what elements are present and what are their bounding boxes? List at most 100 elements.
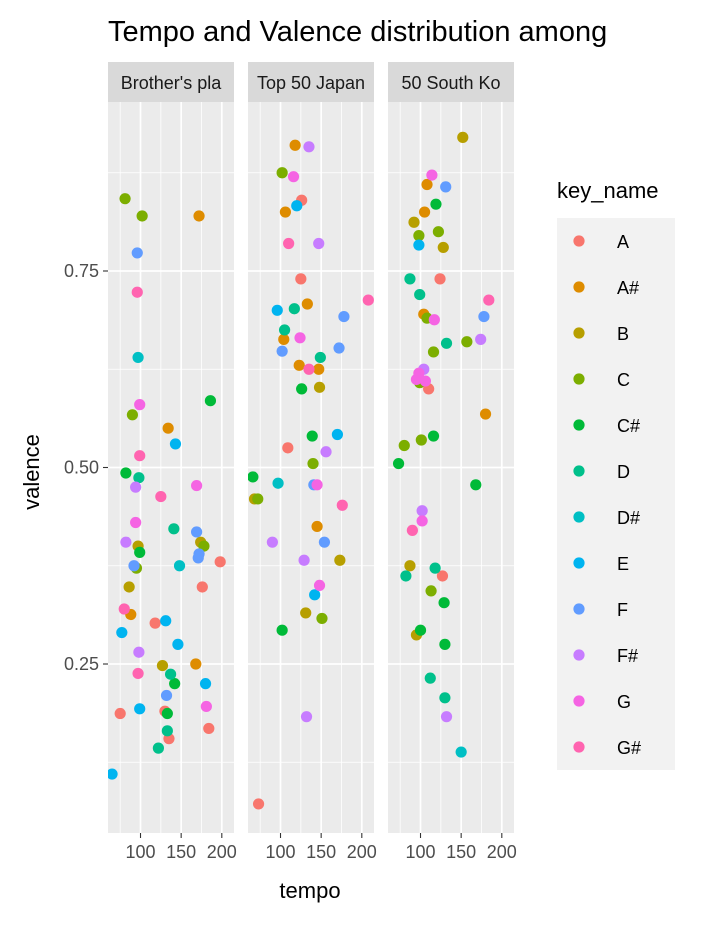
data-point [169,678,181,690]
data-point [156,659,169,672]
chart-title: Tempo and Valence distribution among [108,16,607,48]
data-point [300,607,312,619]
data-point [479,408,492,420]
legend-label: F# [617,646,638,666]
data-point [287,171,300,183]
data-point [120,467,132,479]
data-point [288,303,300,315]
data-point [134,546,146,558]
data-point [414,288,426,301]
data-point [313,381,326,393]
data-points [108,193,226,780]
data-point [191,526,203,538]
legend-items: A A# B C C# D D# E F F# G G# [573,232,641,758]
data-point [415,434,427,446]
x-tick-label: 200 [207,842,237,862]
data-point [131,247,143,259]
data-point [283,237,295,250]
data-point [248,471,259,483]
legend-key [573,373,585,385]
data-point [204,395,217,407]
data-point [311,479,323,491]
data-point [440,337,453,349]
legend-key [573,235,585,247]
legend-key [573,327,585,339]
legend-label: D [617,462,630,482]
data-point [172,638,184,650]
data-point [291,200,303,212]
data-point [203,722,215,735]
data-point [300,711,313,723]
data-point [440,711,453,723]
data-point [438,597,450,609]
data-point [120,536,132,548]
x-tick-label: 100 [405,842,435,862]
data-point [440,181,452,193]
data-point [295,273,307,285]
data-point [214,556,226,568]
data-point [419,375,431,387]
x-tick-label: 100 [125,842,155,862]
data-point [434,273,446,285]
data-point [266,536,278,548]
data-point [334,554,346,566]
x-tick-label: 150 [306,842,336,862]
data-point [426,169,438,181]
data-point [196,581,208,593]
data-point [404,560,416,572]
data-points [392,131,495,758]
data-point [475,333,487,345]
data-point [293,359,305,371]
data-point [424,672,436,684]
data-point [131,286,143,298]
facet-panels: Brother's pla Top 50 Japan 50 South Ko [108,62,514,833]
data-point [427,346,440,358]
data-point [362,294,374,306]
data-point [298,554,310,566]
data-point [413,367,425,379]
data-point [130,516,142,529]
data-point [190,658,202,670]
data-point [439,638,451,650]
facet-strip [248,62,374,102]
data-point [161,725,173,737]
data-point [338,310,350,323]
data-point [457,131,469,143]
data-point [418,206,431,218]
data-point [278,324,291,336]
data-point [413,239,425,251]
data-point [316,612,328,625]
facet-strip-label: Brother's pla [121,73,222,93]
data-point [252,493,264,505]
data-point [119,193,131,205]
data-point [193,210,205,222]
data-point [439,692,451,704]
data-point [169,438,182,450]
facet-strip-label: Top 50 Japan [257,73,365,93]
data-point [301,298,313,310]
data-point [276,167,288,179]
data-point [128,560,140,572]
facet-panel: Top 50 Japan [248,62,374,833]
facet-strip [388,62,514,102]
data-point [173,560,186,572]
data-point [455,746,467,758]
legend-label: C [617,370,630,390]
data-point [200,700,212,713]
data-point [160,689,173,702]
legend-key [573,695,585,707]
data-point [133,646,145,658]
facet-panel: Brother's pla [108,62,234,833]
data-point [272,477,284,489]
facet-strip-label: 50 South Ko [401,73,500,93]
legend-label: B [617,324,629,344]
data-points [248,139,374,810]
legend-key [573,511,585,523]
data-point [333,342,345,354]
x-tick-label: 200 [347,842,377,862]
data-point [294,332,306,344]
data-point [149,617,161,629]
x-tick-label: 150 [166,842,196,862]
data-point [398,439,410,452]
